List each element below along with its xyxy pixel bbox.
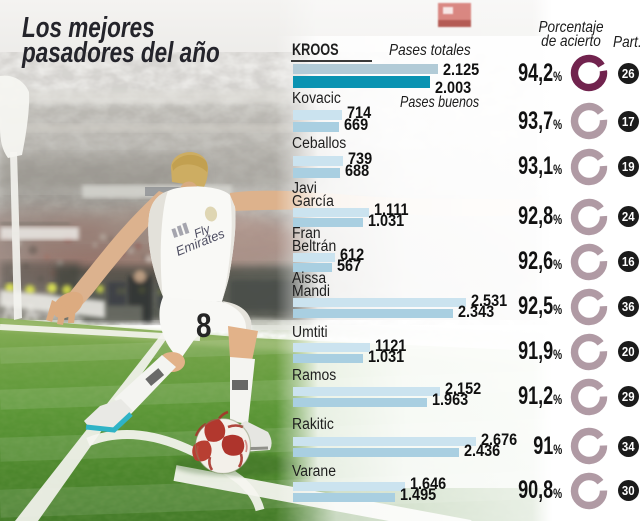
- svg-text:8: 8: [196, 306, 212, 344]
- svg-text:Fly: Fly: [192, 221, 213, 240]
